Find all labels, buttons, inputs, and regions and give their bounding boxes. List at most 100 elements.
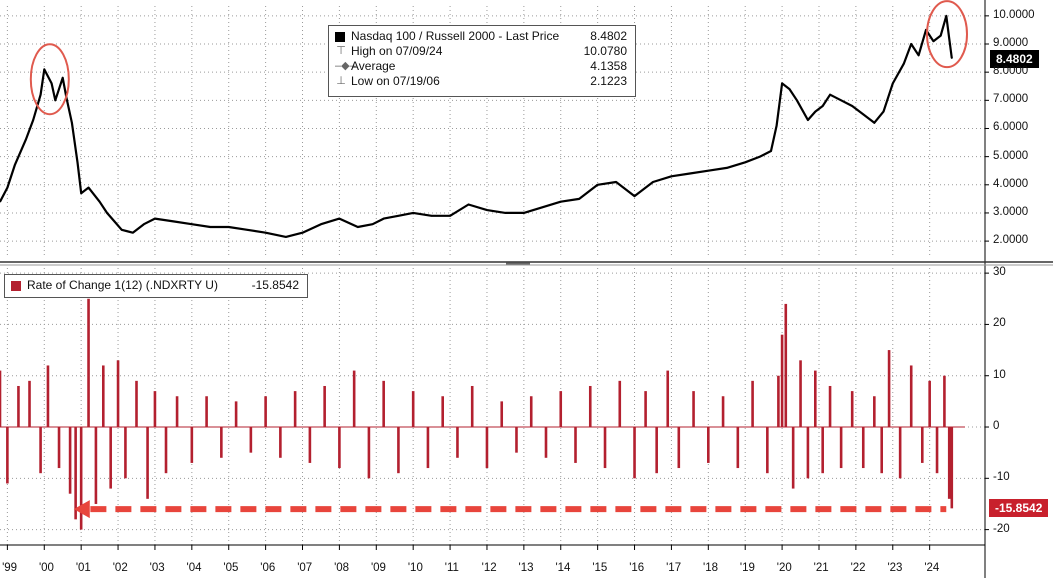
roc-bar	[164, 427, 168, 474]
price-point	[449, 214, 451, 217]
peak-2000-circle	[29, 43, 70, 116]
price-point	[98, 200, 101, 203]
lower-grid	[0, 268, 985, 545]
roc-bar	[692, 391, 695, 428]
roc-bar	[920, 427, 924, 463]
roc-bar	[721, 396, 725, 428]
upper-y-tick-label: 7.0000	[993, 93, 1029, 106]
price-point	[744, 161, 747, 164]
price-point	[285, 236, 287, 238]
roc-legend-value: -15.8542	[251, 278, 299, 292]
price-last-value-label: 8.4802	[990, 49, 1039, 68]
legend-high-label: High on 07/09/24	[351, 44, 443, 58]
price-point	[154, 217, 156, 220]
price-point	[948, 37, 951, 40]
roc-bar	[39, 427, 42, 474]
x-tick-label: '10	[407, 562, 423, 574]
price-point	[382, 217, 385, 220]
x-tick-label: '99	[2, 562, 18, 574]
roc-bar	[574, 427, 577, 463]
lower-y-tick-label: 30	[993, 266, 1006, 279]
roc-bar	[338, 427, 341, 469]
roc-bar	[74, 427, 77, 520]
roc-bar	[46, 365, 50, 428]
roc-bar	[234, 401, 238, 428]
roc-bar	[17, 385, 20, 428]
roc-bar	[68, 427, 72, 494]
roc-bar	[264, 396, 267, 428]
roc-bar	[909, 365, 913, 428]
price-point	[227, 226, 230, 228]
roc-bar	[79, 427, 83, 530]
price-point	[246, 229, 248, 231]
x-tick-label: '24	[924, 562, 940, 574]
price-point	[32, 119, 35, 121]
price-point	[910, 43, 913, 45]
roc-bar	[806, 427, 810, 479]
lower-y-tick-label: 20	[993, 317, 1006, 330]
price-point	[143, 223, 145, 226]
price-point	[264, 231, 267, 234]
roc-bar	[880, 427, 884, 474]
roc-bar	[777, 375, 780, 428]
roc-legend: Rate of Change 1(12) (.NDXRTY U) -15.854…	[4, 274, 308, 298]
price-point	[932, 40, 935, 42]
roc-bar	[411, 391, 415, 428]
series-swatch-icon	[335, 32, 345, 42]
roc-bar	[500, 401, 504, 428]
roc-legend-row: Rate of Change 1(12) (.NDXRTY U) -15.854…	[5, 278, 307, 293]
x-tick-label: '20	[776, 562, 792, 574]
price-point	[807, 119, 809, 121]
lower-y-tick-label: -10	[993, 471, 1010, 484]
annotations	[29, 0, 969, 519]
roc-bar	[791, 427, 795, 489]
roc-bar	[873, 396, 876, 428]
roc-bar	[308, 427, 312, 463]
x-tick-label: '18	[703, 562, 718, 574]
price-point	[578, 198, 580, 200]
legend-row-high: ⊤ High on 07/09/24 10.0780	[329, 44, 635, 59]
roc-bar	[0, 370, 2, 428]
legend-low-value: 2.1223	[590, 74, 627, 88]
x-tick-label: '15	[592, 562, 608, 574]
upper-y-tick-label: 5.0000	[993, 149, 1029, 162]
price-point	[371, 223, 374, 226]
roc-bar	[887, 350, 891, 428]
legend-high-value: 10.0780	[583, 44, 627, 58]
legend-title-value: 8.4802	[590, 29, 627, 43]
price-point	[54, 99, 57, 102]
roc-bar	[766, 427, 769, 474]
price-point	[338, 217, 341, 220]
roc-bar	[850, 391, 854, 428]
price-point	[862, 113, 865, 116]
x-tick-label: '02	[112, 562, 128, 574]
roc-bars	[0, 298, 965, 530]
roc-bar	[784, 303, 788, 428]
upper-y-tick-label: 4.0000	[993, 177, 1029, 190]
roc-bar	[515, 427, 518, 453]
roc-bar	[943, 375, 946, 428]
roc-swatch-icon	[11, 281, 21, 291]
price-point	[725, 167, 728, 169]
roc-bar	[821, 427, 824, 474]
price-point	[76, 161, 79, 164]
roc-bar	[799, 360, 802, 428]
roc-bar	[559, 391, 563, 428]
x-tick-label: '05	[223, 562, 239, 574]
price-point	[80, 192, 82, 195]
roc-bar	[813, 370, 817, 428]
roc-bar	[249, 427, 253, 453]
roc-bar	[153, 391, 157, 428]
x-tick-label: '07	[297, 562, 313, 574]
roc-bar	[220, 427, 223, 458]
roc-bar	[6, 427, 9, 484]
roc-bar	[666, 370, 670, 428]
upper-grid	[0, 6, 985, 258]
price-point	[689, 172, 691, 175]
price-legend: Nasdaq 100 / Russell 2000 - Last Price 8…	[328, 25, 636, 97]
price-point	[840, 99, 842, 102]
upper-y-tick-label: 6.0000	[993, 121, 1029, 134]
price-point	[615, 181, 617, 183]
price-point	[113, 220, 116, 223]
